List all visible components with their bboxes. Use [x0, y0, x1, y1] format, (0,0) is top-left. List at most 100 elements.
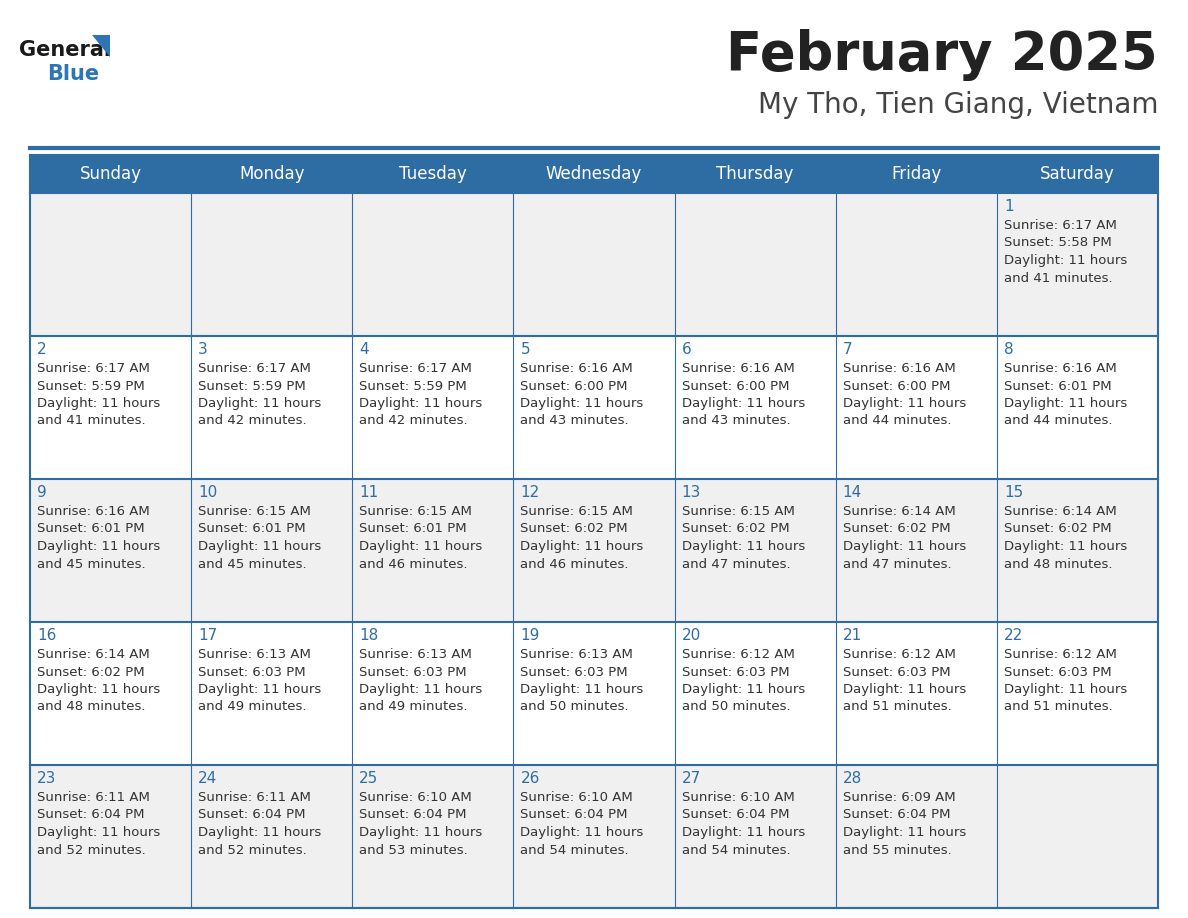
Text: and 44 minutes.: and 44 minutes. — [1004, 415, 1112, 428]
Text: Blue: Blue — [48, 64, 99, 84]
Bar — [30, 479, 191, 622]
Text: Sunset: 6:03 PM: Sunset: 6:03 PM — [842, 666, 950, 678]
Bar — [30, 155, 1158, 908]
Bar — [191, 622, 353, 765]
Bar — [353, 765, 513, 908]
Bar — [675, 765, 835, 908]
Text: Daylight: 11 hours: Daylight: 11 hours — [37, 540, 160, 553]
Text: Daylight: 11 hours: Daylight: 11 hours — [842, 683, 966, 696]
Text: Daylight: 11 hours: Daylight: 11 hours — [682, 397, 804, 410]
Bar — [997, 479, 1158, 622]
Text: Daylight: 11 hours: Daylight: 11 hours — [37, 826, 160, 839]
Text: 19: 19 — [520, 628, 539, 643]
Text: Sunrise: 6:17 AM: Sunrise: 6:17 AM — [198, 362, 311, 375]
Text: Sunrise: 6:12 AM: Sunrise: 6:12 AM — [682, 648, 795, 661]
Text: Sunset: 6:04 PM: Sunset: 6:04 PM — [520, 809, 628, 822]
Text: 16: 16 — [37, 628, 56, 643]
Text: 17: 17 — [198, 628, 217, 643]
Text: Sunset: 6:03 PM: Sunset: 6:03 PM — [359, 666, 467, 678]
Text: Daylight: 11 hours: Daylight: 11 hours — [520, 540, 644, 553]
Text: and 52 minutes.: and 52 minutes. — [198, 844, 307, 856]
Text: Sunset: 6:00 PM: Sunset: 6:00 PM — [682, 379, 789, 393]
Text: 22: 22 — [1004, 628, 1023, 643]
Text: Friday: Friday — [891, 165, 941, 183]
Bar — [191, 155, 353, 193]
Text: Daylight: 11 hours: Daylight: 11 hours — [37, 397, 160, 410]
Text: Sunrise: 6:13 AM: Sunrise: 6:13 AM — [198, 648, 311, 661]
Text: Sunset: 6:01 PM: Sunset: 6:01 PM — [359, 522, 467, 535]
Bar — [30, 622, 191, 765]
Text: Daylight: 11 hours: Daylight: 11 hours — [198, 540, 322, 553]
Text: and 46 minutes.: and 46 minutes. — [520, 557, 628, 570]
Text: Sunset: 6:03 PM: Sunset: 6:03 PM — [198, 666, 305, 678]
Text: 3: 3 — [198, 342, 208, 357]
Text: Sunrise: 6:17 AM: Sunrise: 6:17 AM — [1004, 219, 1117, 232]
Text: Sunset: 6:04 PM: Sunset: 6:04 PM — [359, 809, 467, 822]
Text: Sunrise: 6:16 AM: Sunrise: 6:16 AM — [37, 505, 150, 518]
Text: Sunrise: 6:10 AM: Sunrise: 6:10 AM — [520, 791, 633, 804]
Text: Daylight: 11 hours: Daylight: 11 hours — [198, 397, 322, 410]
Bar — [997, 765, 1158, 908]
Text: 23: 23 — [37, 771, 56, 786]
Bar — [835, 155, 997, 193]
Text: and 54 minutes.: and 54 minutes. — [520, 844, 630, 856]
Text: 21: 21 — [842, 628, 862, 643]
Text: 9: 9 — [37, 485, 46, 500]
Text: Daylight: 11 hours: Daylight: 11 hours — [682, 683, 804, 696]
Bar — [835, 336, 997, 479]
Text: Sunrise: 6:16 AM: Sunrise: 6:16 AM — [842, 362, 955, 375]
Text: 25: 25 — [359, 771, 379, 786]
Text: Sunrise: 6:14 AM: Sunrise: 6:14 AM — [842, 505, 955, 518]
Text: Sunset: 6:02 PM: Sunset: 6:02 PM — [842, 522, 950, 535]
Text: and 50 minutes.: and 50 minutes. — [520, 700, 630, 713]
Text: Daylight: 11 hours: Daylight: 11 hours — [842, 826, 966, 839]
Text: 28: 28 — [842, 771, 862, 786]
Bar — [191, 479, 353, 622]
Bar — [353, 336, 513, 479]
Text: Sunrise: 6:09 AM: Sunrise: 6:09 AM — [842, 791, 955, 804]
Text: 4: 4 — [359, 342, 369, 357]
Bar — [30, 155, 191, 193]
Bar — [835, 765, 997, 908]
Bar — [997, 622, 1158, 765]
Text: Sunset: 6:03 PM: Sunset: 6:03 PM — [1004, 666, 1112, 678]
Text: Sunrise: 6:14 AM: Sunrise: 6:14 AM — [1004, 505, 1117, 518]
Text: Daylight: 11 hours: Daylight: 11 hours — [1004, 397, 1127, 410]
Text: Sunrise: 6:13 AM: Sunrise: 6:13 AM — [359, 648, 472, 661]
Text: Sunrise: 6:12 AM: Sunrise: 6:12 AM — [842, 648, 955, 661]
Text: Saturday: Saturday — [1040, 165, 1114, 183]
Text: Daylight: 11 hours: Daylight: 11 hours — [1004, 254, 1127, 267]
Bar — [353, 155, 513, 193]
Text: Sunrise: 6:16 AM: Sunrise: 6:16 AM — [682, 362, 795, 375]
Text: and 43 minutes.: and 43 minutes. — [682, 415, 790, 428]
Text: and 49 minutes.: and 49 minutes. — [198, 700, 307, 713]
Bar — [30, 336, 191, 479]
Bar — [353, 479, 513, 622]
Text: and 48 minutes.: and 48 minutes. — [37, 700, 145, 713]
Text: Daylight: 11 hours: Daylight: 11 hours — [682, 540, 804, 553]
Text: and 42 minutes.: and 42 minutes. — [198, 415, 307, 428]
Text: Daylight: 11 hours: Daylight: 11 hours — [198, 683, 322, 696]
Text: Thursday: Thursday — [716, 165, 794, 183]
Text: February 2025: February 2025 — [726, 29, 1158, 81]
Text: Sunset: 6:02 PM: Sunset: 6:02 PM — [682, 522, 789, 535]
Bar — [191, 336, 353, 479]
Text: and 45 minutes.: and 45 minutes. — [37, 557, 146, 570]
Text: Daylight: 11 hours: Daylight: 11 hours — [359, 540, 482, 553]
Bar — [675, 479, 835, 622]
Text: and 50 minutes.: and 50 minutes. — [682, 700, 790, 713]
Text: and 46 minutes.: and 46 minutes. — [359, 557, 468, 570]
Text: Sunrise: 6:15 AM: Sunrise: 6:15 AM — [359, 505, 472, 518]
Text: Daylight: 11 hours: Daylight: 11 hours — [1004, 683, 1127, 696]
Text: Daylight: 11 hours: Daylight: 11 hours — [520, 397, 644, 410]
Text: Tuesday: Tuesday — [399, 165, 467, 183]
Text: Sunrise: 6:16 AM: Sunrise: 6:16 AM — [1004, 362, 1117, 375]
Text: 10: 10 — [198, 485, 217, 500]
Bar — [30, 193, 191, 336]
Bar — [353, 193, 513, 336]
Text: Sunrise: 6:13 AM: Sunrise: 6:13 AM — [520, 648, 633, 661]
Text: Sunrise: 6:17 AM: Sunrise: 6:17 AM — [37, 362, 150, 375]
Text: 5: 5 — [520, 342, 530, 357]
Text: and 55 minutes.: and 55 minutes. — [842, 844, 952, 856]
Text: and 47 minutes.: and 47 minutes. — [842, 557, 952, 570]
